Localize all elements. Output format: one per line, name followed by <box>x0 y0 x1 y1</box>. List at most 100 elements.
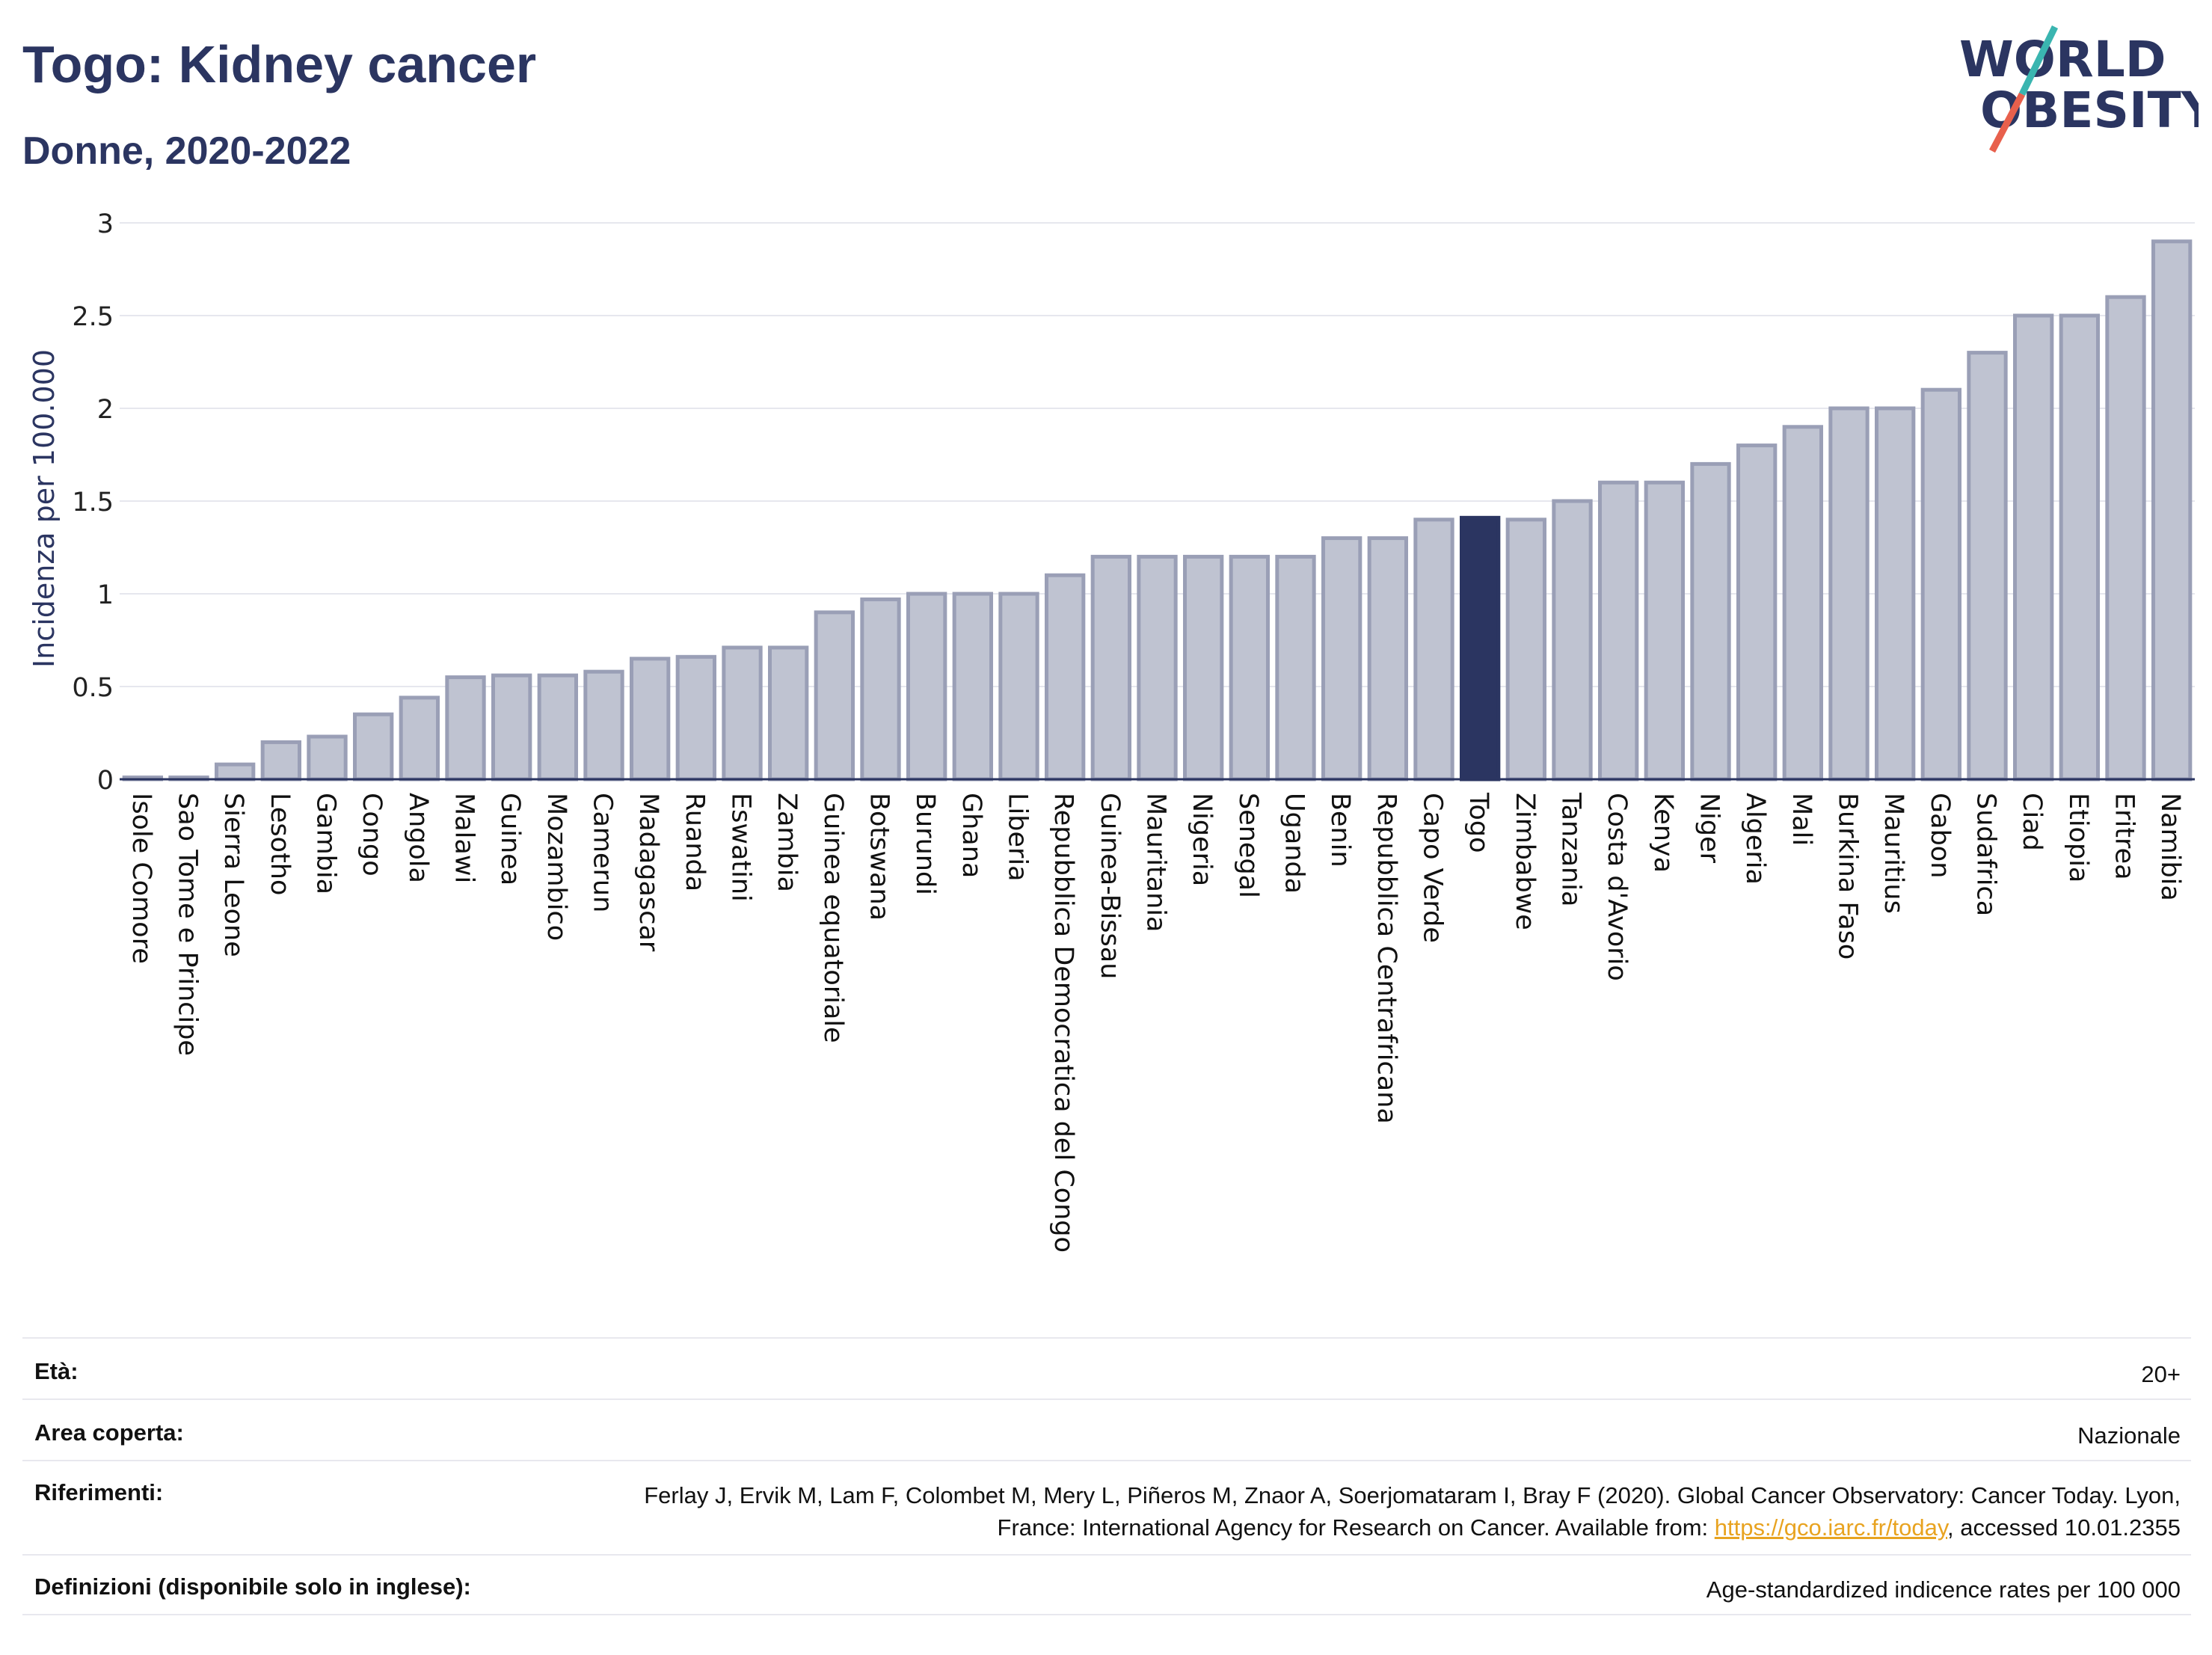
x-tick-label: Liberia <box>1003 793 1033 882</box>
x-tick-label: Costa d'Avorio <box>1602 793 1632 981</box>
y-tick-label: 2.5 <box>72 302 114 332</box>
bar-zambia <box>768 645 809 782</box>
age-label: Età: <box>34 1358 79 1384</box>
x-tick-label: Angola <box>403 793 433 883</box>
x-tick-label: Isole Comore <box>126 793 156 964</box>
bar-ruanda <box>675 654 717 782</box>
x-tick-label: Mauritius <box>1878 793 1908 914</box>
x-tick-label: Benin <box>1325 793 1355 868</box>
y-axis-ticks: 0 0.5 1 1.5 2 2.5 3 <box>72 209 114 796</box>
bar-angola <box>399 696 440 782</box>
bar-repubblica-democratica-del-congo <box>1045 573 1086 782</box>
x-tick-label: Algeria <box>1740 793 1770 885</box>
bar-senegal <box>1229 554 1270 782</box>
bar-tanzania <box>1552 499 1593 782</box>
x-tick-label: Ghana <box>956 793 986 878</box>
references-label: Riferimenti: <box>34 1479 164 1505</box>
logo-slash-teal-icon <box>2018 25 2059 96</box>
info-row-definitions: Definizioni (disponibile solo in inglese… <box>22 1573 2191 1606</box>
x-tick-label: Guinea-Bissau <box>1095 793 1125 979</box>
x-tick-label: Zimbabwe <box>1510 793 1540 930</box>
bar-sudafrica <box>1967 351 2008 782</box>
x-tick-label: Capo Verde <box>1418 793 1448 943</box>
bar-congo <box>353 712 394 782</box>
area-value: Nazionale <box>2077 1422 2181 1449</box>
x-tick-label: Nigeria <box>1187 793 1217 886</box>
info-separator <box>22 1337 2191 1339</box>
area-label: Area coperta: <box>34 1419 184 1446</box>
world-obesity-logo: WORLD OBESITY <box>1959 25 2199 153</box>
bar-burkina-faso <box>1828 406 1870 782</box>
chart-subtitle: Donne, 2020-2022 <box>22 129 351 173</box>
bar-algeria <box>1736 443 1778 782</box>
bar-eritrea <box>2105 295 2146 782</box>
references-accessed: , accessed 10.01.2355 <box>1947 1514 2181 1541</box>
x-tick-label: Sudafrica <box>1971 793 2001 916</box>
x-tick-label: Ciad <box>2017 793 2047 851</box>
bar-capo-verde <box>1413 518 1454 782</box>
bar-uganda <box>1275 554 1316 782</box>
bar-lesotho <box>260 740 301 782</box>
bar-etiopia <box>2059 313 2101 782</box>
x-tick-label: Sierra Leone <box>218 793 248 957</box>
x-tick-label: Botswana <box>864 793 894 921</box>
bar-ghana <box>952 592 993 782</box>
x-axis-labels: Isole Comore Sao Tome e Principe Sierra Le… <box>126 792 2185 1253</box>
x-tick-label: Mauritania <box>1141 793 1171 932</box>
logo-line-1: WORLD <box>1959 31 2166 88</box>
x-tick-label: Madagascar <box>633 793 663 952</box>
bar-niger <box>1690 461 1731 782</box>
bar-burundi <box>906 592 947 782</box>
definitions-label: Definizioni (disponibile solo in inglese… <box>34 1573 471 1600</box>
bar-nigeria <box>1183 554 1224 782</box>
x-tick-label: Namibia <box>2155 793 2185 901</box>
bar-gabon <box>1920 387 1962 782</box>
references-link[interactable]: https://gco.iarc.fr/today <box>1714 1514 1948 1541</box>
references-value: Ferlay J, Ervik M, Lam F, Colombet M, Me… <box>573 1479 2191 1544</box>
bar-guinea <box>491 673 532 782</box>
y-tick-label: 3 <box>97 209 114 239</box>
bar-togo <box>1460 515 1501 782</box>
y-tick-label: 1 <box>97 580 114 610</box>
bars <box>122 239 2193 782</box>
y-tick-label: 1.5 <box>72 488 114 518</box>
x-tick-label: Repubblica Centrafricana <box>1371 793 1401 1124</box>
bar-liberia <box>998 592 1039 782</box>
x-tick-label: Gabon <box>1925 793 1955 878</box>
definitions-value: Age-standardized indicence rates per 100… <box>1706 1576 2181 1603</box>
x-tick-label: Zambia <box>772 793 802 892</box>
logo-slash-red-icon <box>1989 92 2025 153</box>
x-tick-label: Etiopia <box>2063 793 2093 882</box>
x-tick-label: Ruanda <box>680 793 710 891</box>
x-tick-label: Congo <box>357 793 387 876</box>
x-tick-label: Kenya <box>1648 793 1678 873</box>
info-row-age: Età: 20+ <box>22 1358 2191 1390</box>
info-separator <box>22 1398 2191 1400</box>
x-tick-label: Mali <box>1787 793 1816 846</box>
x-tick-label: Eritrea <box>2110 793 2139 880</box>
bar-namibia <box>2151 239 2193 782</box>
x-tick-label: Tanzania <box>1556 792 1586 906</box>
x-tick-label: Niger <box>1695 793 1724 864</box>
bar-madagascar <box>630 657 671 782</box>
x-tick-label: Malawi <box>449 793 479 883</box>
info-separator <box>22 1614 2191 1615</box>
bar-sierra-leone <box>215 762 256 782</box>
x-tick-label: Uganda <box>1279 793 1309 894</box>
chart-title: Togo: Kidney cancer <box>22 35 537 93</box>
y-tick-label: 0 <box>97 766 114 796</box>
bar-repubblica-centrafricana <box>1367 536 1408 782</box>
x-tick-label: Burkina Faso <box>1833 793 1863 959</box>
x-tick-label: Camerun <box>588 793 618 912</box>
bar-ciad <box>2013 313 2054 782</box>
bar-gambia <box>307 734 348 782</box>
x-tick-label: Mozambico <box>541 793 571 941</box>
bar-benin <box>1321 536 1362 782</box>
bar-chart: 0 0.5 1 1.5 2 2.5 3 Isole Comore Sao Tome e Pri… <box>28 209 2195 1253</box>
bar-mali <box>1782 425 1824 782</box>
bar-guinea-bissau <box>1090 554 1131 782</box>
x-tick-label: Sao Tome e Principe <box>173 793 203 1056</box>
x-tick-label: Repubblica Democratica del Congo <box>1048 793 1078 1253</box>
bar-guinea-equatoriale <box>814 610 855 782</box>
x-tick-label: Lesotho <box>265 793 295 895</box>
